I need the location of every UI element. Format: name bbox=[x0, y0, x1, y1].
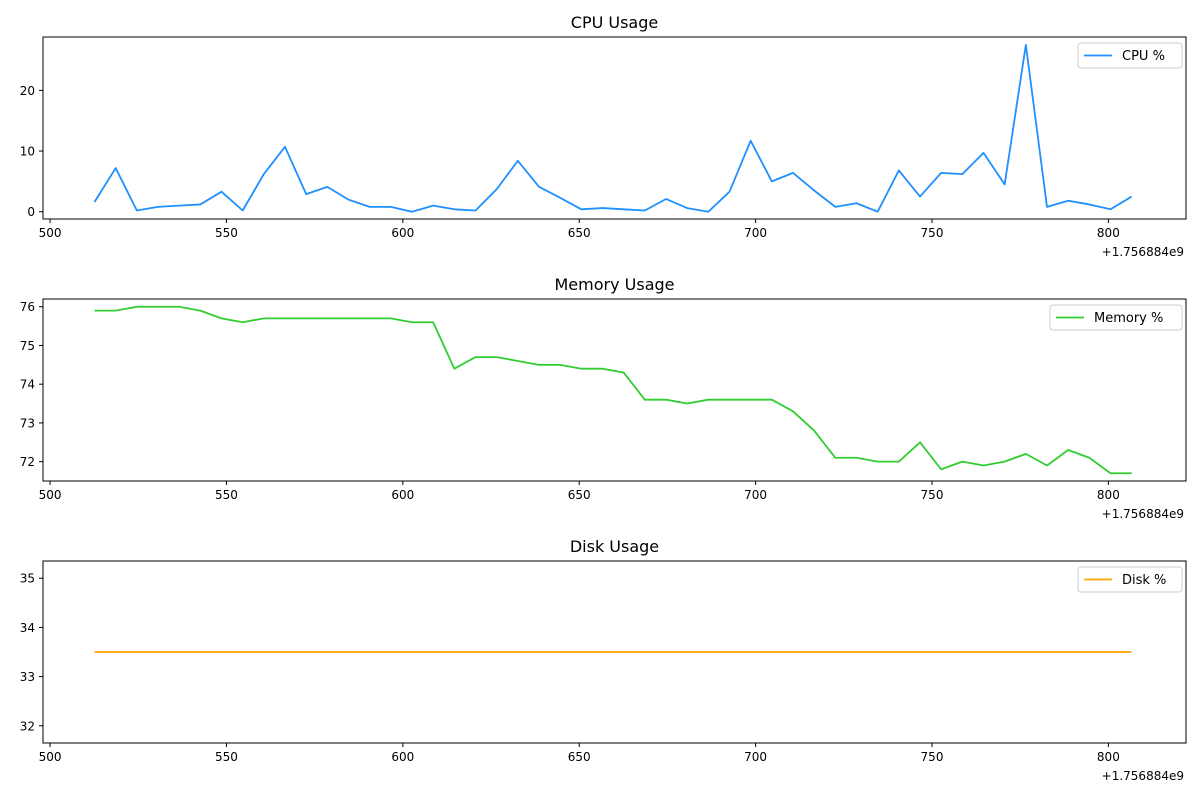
x-offset-label: +1.756884e9 bbox=[1102, 507, 1184, 521]
subplot-3: Disk Usage 500 550 600 650 700 750 800 +1.756884… bbox=[20, 537, 1187, 783]
x-tick-label: 550 bbox=[215, 750, 238, 764]
x-tick-label: 650 bbox=[568, 750, 591, 764]
x-tick-label: 650 bbox=[568, 488, 591, 502]
y-tick-label: 76 bbox=[20, 300, 35, 314]
x-tick-label: 750 bbox=[921, 488, 944, 502]
x-tick-label: 500 bbox=[39, 488, 62, 502]
plot-frame bbox=[42, 298, 1187, 482]
y-tick-label: 33 bbox=[20, 670, 35, 684]
y-tick-label: 34 bbox=[20, 621, 35, 635]
subplot-title: Memory Usage bbox=[554, 275, 674, 294]
x-tick-label: 700 bbox=[744, 226, 767, 240]
x-tick-label: 500 bbox=[39, 750, 62, 764]
x-tick-label: 800 bbox=[1097, 226, 1120, 240]
plot-frame bbox=[42, 36, 1187, 220]
subplot-title: CPU Usage bbox=[571, 13, 658, 32]
legend: Disk % bbox=[1077, 566, 1183, 593]
x-offset-label: +1.756884e9 bbox=[1102, 245, 1184, 259]
x-tick-label: 550 bbox=[215, 226, 238, 240]
y-tick-label: 74 bbox=[20, 378, 35, 392]
subplot-1: CPU Usage 500 550 600 650 700 750 800 +1.756884e… bbox=[20, 13, 1187, 259]
x-tick-label: 800 bbox=[1097, 488, 1120, 502]
series-line-memory bbox=[94, 305, 1132, 475]
legend-box bbox=[1077, 42, 1183, 69]
plot-frame bbox=[42, 560, 1187, 744]
x-tick-label: 650 bbox=[568, 226, 591, 240]
y-tick-label: 73 bbox=[20, 416, 35, 430]
x-tick-label: 750 bbox=[921, 750, 944, 764]
y-tick-label: 0 bbox=[27, 205, 35, 219]
x-tick-label: 600 bbox=[391, 488, 414, 502]
legend: Memory % bbox=[1049, 304, 1183, 331]
x-tick-label: 800 bbox=[1097, 750, 1120, 764]
y-tick-label: 32 bbox=[20, 719, 35, 733]
x-tick-label: 600 bbox=[391, 226, 414, 240]
x-tick-label: 700 bbox=[744, 488, 767, 502]
y-tick-label: 10 bbox=[20, 145, 35, 159]
x-tick-label: 500 bbox=[39, 226, 62, 240]
x-tick-label: 750 bbox=[921, 226, 944, 240]
x-tick-label: 700 bbox=[744, 750, 767, 764]
x-tick-label: 550 bbox=[215, 488, 238, 502]
x-offset-label: +1.756884e9 bbox=[1102, 769, 1184, 783]
y-tick-label: 35 bbox=[20, 572, 35, 586]
legend-box bbox=[1049, 304, 1183, 331]
series-line-cpu bbox=[93, 43, 1133, 213]
y-tick-label: 20 bbox=[20, 84, 35, 98]
y-tick-label: 72 bbox=[20, 455, 35, 469]
subplot-2: Memory Usage 500 550 600 650 700 750 800 +1.7568… bbox=[20, 275, 1187, 521]
subplot-title: Disk Usage bbox=[570, 537, 659, 556]
legend-box bbox=[1077, 566, 1183, 593]
x-tick-label: 600 bbox=[391, 750, 414, 764]
legend-label: CPU % bbox=[1122, 49, 1165, 64]
y-tick-label: 75 bbox=[20, 339, 35, 353]
legend-label: Memory % bbox=[1094, 311, 1163, 326]
legend: CPU % bbox=[1077, 42, 1183, 69]
legend-label: Disk % bbox=[1122, 573, 1166, 588]
